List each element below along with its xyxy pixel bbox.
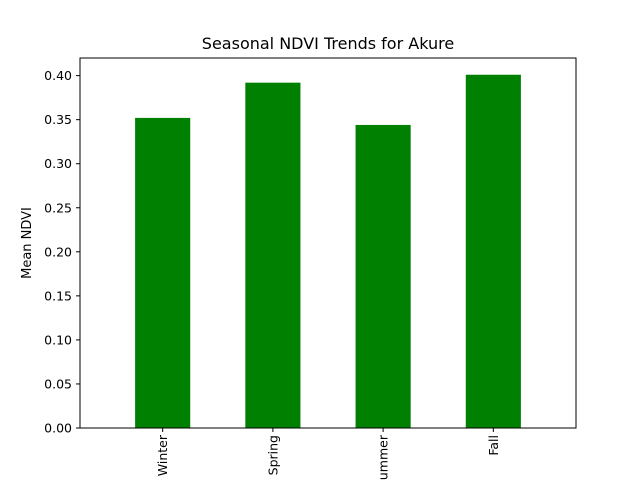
y-axis-label: Mean NDVI (20, 207, 35, 279)
y-tick-label: 0.05 (44, 376, 72, 391)
x-tick-label-spring: Spring (265, 435, 280, 475)
y-axis: 0.00 0.05 0.10 0.15 0.20 0.25 0.30 0.35 0.40 (44, 68, 80, 436)
bar-winter (135, 117, 191, 429)
x-tick-label-winter: Winter (155, 434, 170, 476)
y-tick-label: 0.25 (44, 200, 72, 215)
bar-fall (465, 74, 521, 429)
bar-spring (245, 82, 301, 429)
y-tick-label: 0.00 (44, 421, 72, 436)
x-tick-label-fall: Fall (486, 435, 501, 456)
bars-group (135, 74, 521, 429)
bar-summer (355, 124, 411, 428)
y-tick-label: 0.40 (44, 68, 72, 83)
x-tick-label-summer: Summer (376, 434, 391, 480)
y-tick-label: 0.35 (44, 112, 72, 127)
x-axis: Winter Spring Summer Fall (155, 428, 501, 480)
chart-title: Seasonal NDVI Trends for Akure (202, 34, 454, 53)
y-tick-label: 0.15 (44, 288, 72, 303)
y-tick-label: 0.10 (44, 332, 72, 347)
y-tick-label: 0.20 (44, 244, 72, 259)
plot-frame (79, 57, 577, 429)
y-tick-label: 0.30 (44, 156, 72, 171)
